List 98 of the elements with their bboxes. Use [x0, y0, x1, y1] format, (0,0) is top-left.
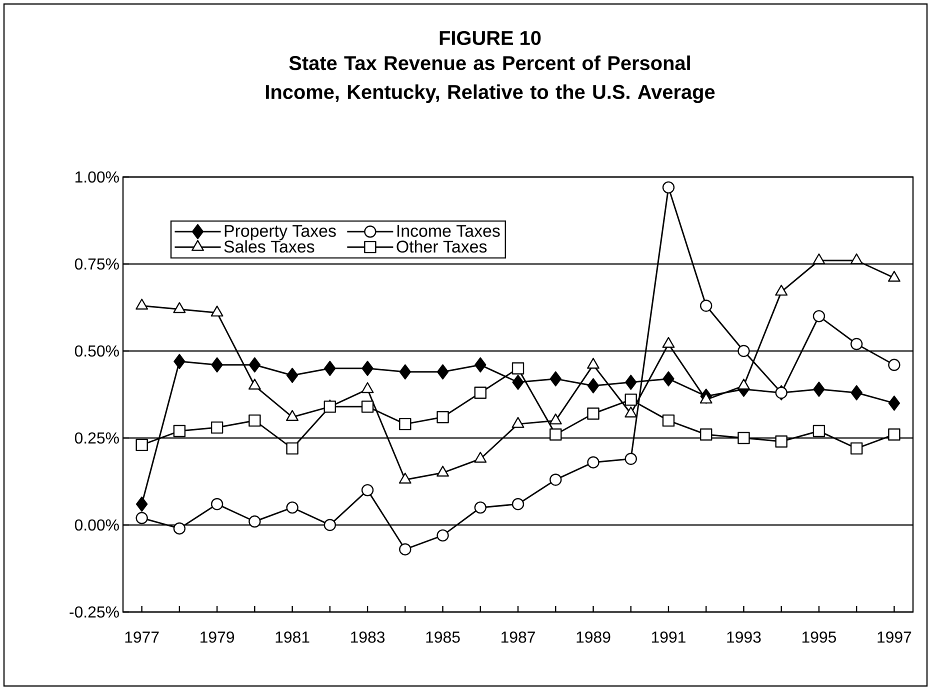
chart-title: FIGURE 10 — [440, 30, 541, 46]
point — [587, 408, 600, 420]
point — [173, 302, 186, 314]
y-tick-label: 1.00% — [76, 171, 119, 183]
point — [398, 472, 412, 484]
point — [775, 435, 788, 448]
point — [286, 368, 298, 383]
chart-subtitle: State Tax Revenue as Percent of Personal Income, Kentucky, Relative to the U.S. Average — [266, 56, 715, 104]
point — [248, 357, 261, 373]
point — [888, 270, 900, 282]
point — [775, 284, 788, 296]
point — [210, 421, 224, 434]
point — [248, 414, 261, 427]
point — [324, 360, 336, 376]
point — [362, 360, 374, 376]
point — [850, 442, 863, 455]
point — [888, 358, 900, 372]
point — [248, 515, 261, 528]
point — [587, 358, 600, 369]
point — [474, 357, 486, 373]
legend-label: Property Taxes — [224, 225, 336, 240]
point — [136, 438, 148, 452]
point — [399, 418, 412, 430]
point — [436, 529, 449, 542]
point — [550, 428, 562, 441]
point — [813, 382, 825, 397]
x-tick-label: 1993 — [727, 632, 761, 643]
x-tick-label: 1985 — [426, 632, 460, 643]
point — [624, 394, 637, 406]
point — [812, 310, 826, 322]
point — [286, 501, 298, 514]
point — [550, 474, 562, 486]
point — [361, 484, 374, 496]
point — [624, 406, 638, 418]
legend-label: Other Taxes — [396, 240, 487, 253]
x-tick-label: 1987 — [501, 632, 535, 643]
point — [512, 498, 524, 510]
point — [587, 378, 600, 394]
y-tick-label: -0.25% — [70, 606, 119, 618]
point — [888, 396, 900, 411]
legend-label: Income Taxes — [397, 225, 500, 237]
point — [738, 432, 750, 444]
point — [662, 371, 674, 386]
point — [700, 428, 712, 441]
point — [324, 518, 336, 532]
x-tick-label: 1991 — [652, 632, 686, 643]
point — [850, 338, 863, 350]
point — [436, 466, 449, 477]
point — [738, 344, 750, 358]
point — [812, 253, 826, 264]
point — [174, 354, 186, 370]
point — [361, 400, 374, 413]
point — [474, 386, 486, 399]
point — [737, 378, 750, 390]
y-tick-label: 0.75% — [74, 258, 119, 270]
point — [286, 442, 298, 455]
y-tick-label: 0.25% — [74, 432, 119, 444]
point — [173, 522, 186, 535]
point — [812, 424, 826, 438]
point — [662, 181, 675, 194]
point — [850, 253, 863, 264]
point — [662, 336, 675, 348]
x-tick-label: 1979 — [200, 632, 234, 643]
x-tick-label: 1981 — [276, 632, 310, 643]
point — [512, 362, 524, 374]
point — [399, 364, 412, 380]
point — [474, 452, 487, 463]
point — [474, 501, 486, 514]
point — [286, 410, 299, 421]
point — [888, 428, 900, 441]
point — [625, 374, 637, 390]
point — [512, 374, 524, 390]
point — [624, 452, 637, 465]
point — [850, 385, 862, 400]
x-tick-label: 1983 — [351, 632, 385, 643]
point — [587, 456, 600, 468]
point — [550, 371, 562, 386]
point — [210, 498, 224, 510]
point — [136, 298, 148, 310]
point — [361, 382, 374, 394]
x-tick-label: 1997 — [878, 632, 912, 643]
point — [436, 411, 449, 424]
point — [399, 543, 412, 556]
point — [662, 414, 675, 427]
point — [436, 364, 449, 380]
x-tick-label: 1989 — [576, 632, 610, 643]
point — [248, 378, 261, 390]
point — [136, 512, 148, 524]
x-tick-label: 1995 — [802, 632, 836, 643]
y-tick-label: 0.00% — [74, 519, 119, 531]
point — [173, 424, 186, 438]
point — [136, 496, 148, 512]
point — [210, 306, 224, 317]
x-tick-label: 1977 — [125, 632, 159, 643]
point — [211, 357, 223, 373]
legend-label: Sales Taxes — [224, 240, 314, 253]
point — [700, 300, 712, 312]
y-tick-label: 0.50% — [74, 345, 119, 357]
